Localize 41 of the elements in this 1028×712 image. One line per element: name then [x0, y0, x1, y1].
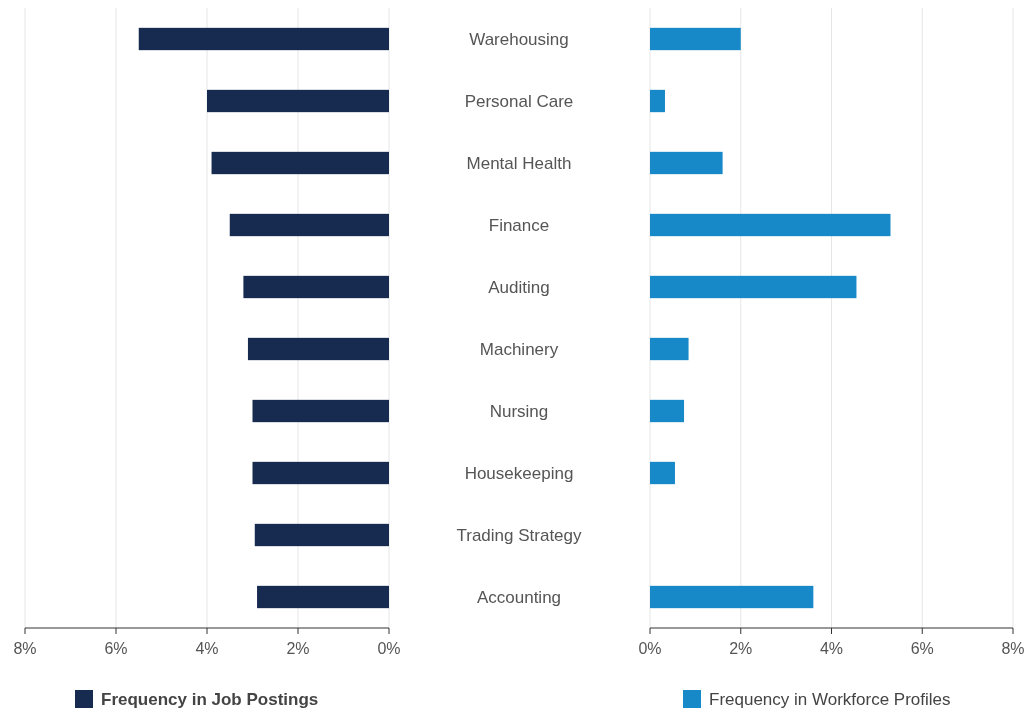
y-tick-label: Finance	[488, 216, 550, 235]
y-tick-label: Auditing	[488, 278, 550, 297]
bar	[257, 585, 389, 609]
x-tick-label: 2%	[286, 640, 310, 657]
bar	[650, 27, 741, 51]
bar	[247, 337, 389, 361]
bar	[650, 213, 891, 237]
bar	[254, 523, 389, 547]
y-tick-label: Machinery	[479, 340, 559, 359]
x-tick-label: 6%	[910, 640, 934, 657]
x-tick-label: 0%	[377, 640, 401, 657]
bar	[650, 461, 675, 485]
x-tick-label: 0%	[638, 640, 662, 657]
bar	[138, 27, 389, 51]
y-tick-label: Accounting	[476, 588, 562, 607]
bar	[211, 151, 389, 175]
y-tick-label: Warehousing	[469, 30, 569, 49]
bar	[252, 399, 389, 423]
x-tick-label: 6%	[104, 640, 128, 657]
y-tick-label: Housekeeping	[464, 464, 574, 483]
y-tick-label: Personal Care	[464, 92, 574, 111]
x-tick-label: 4%	[195, 640, 219, 657]
bar	[252, 461, 389, 485]
y-tick-label: Nursing	[489, 402, 549, 421]
x-tick-label: 2%	[729, 640, 753, 657]
bar	[650, 275, 857, 299]
x-tick-label: 8%	[1001, 640, 1025, 657]
y-tick-label: Trading Strategy	[456, 526, 583, 545]
x-tick-label: 8%	[13, 640, 37, 657]
x-tick-label: 4%	[819, 640, 844, 657]
bar	[229, 213, 389, 237]
legend-label: Frequency in Workforce Profiles	[709, 690, 951, 709]
bar	[650, 151, 723, 175]
y-tick-label: Mental Health	[466, 154, 572, 173]
bar	[207, 89, 389, 113]
bar	[243, 275, 389, 299]
bar	[650, 89, 665, 113]
legend-label: Frequency in Job Postings	[101, 690, 319, 709]
bar	[650, 585, 814, 609]
bar	[650, 399, 685, 423]
bar	[650, 337, 689, 361]
